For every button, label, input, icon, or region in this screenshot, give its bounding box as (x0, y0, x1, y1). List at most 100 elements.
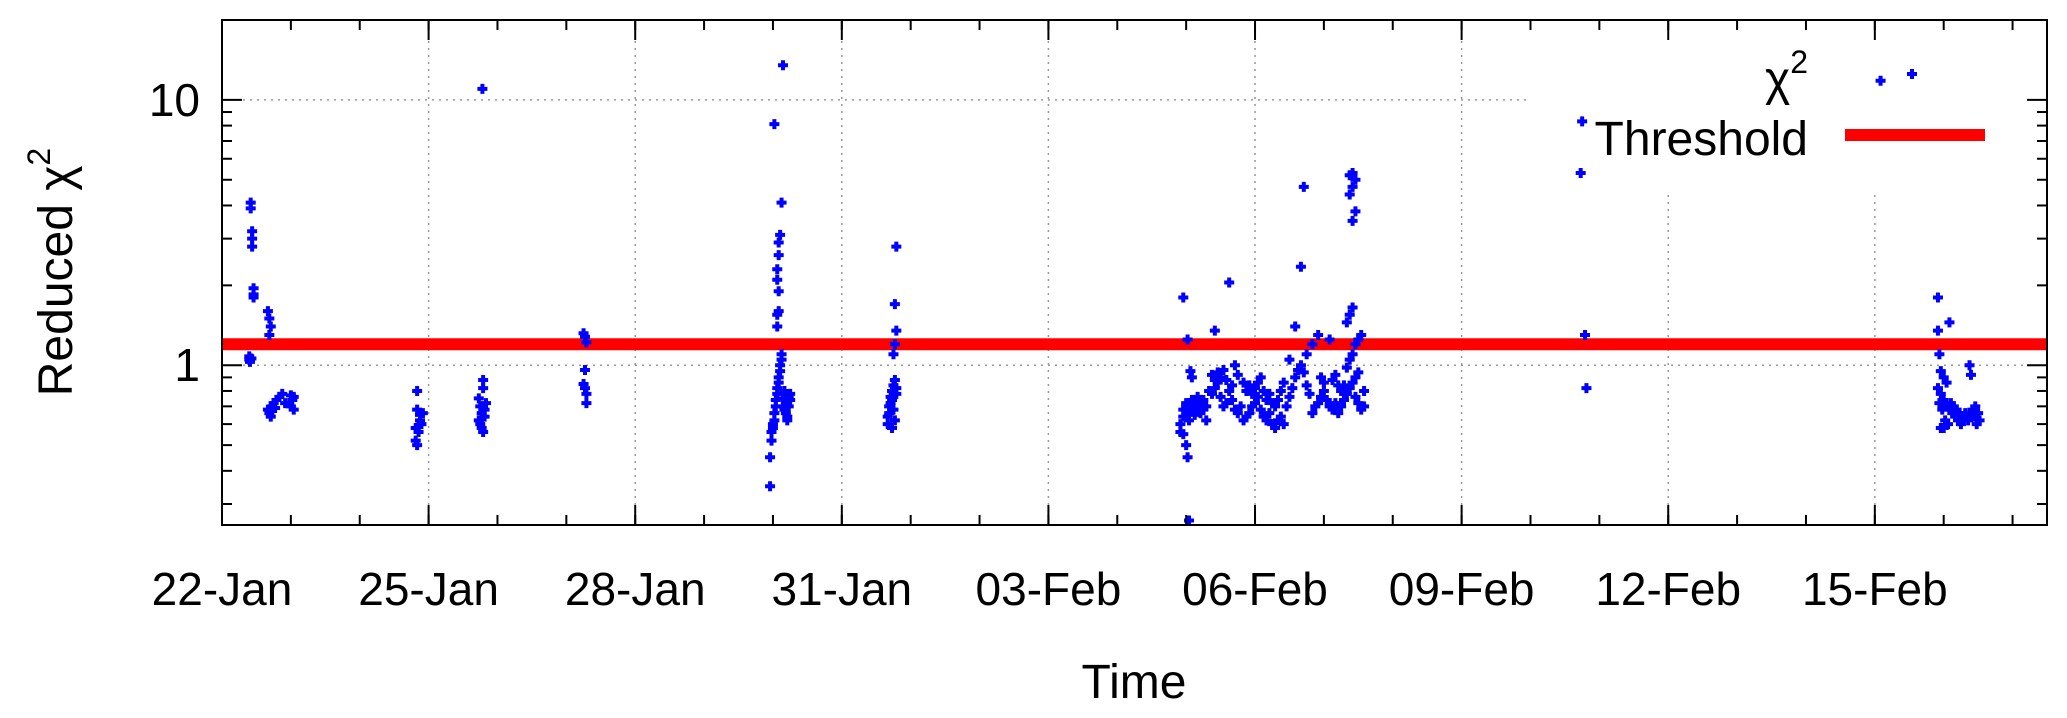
data-point (412, 385, 423, 396)
data-point (1201, 415, 1212, 426)
data-point (1934, 398, 1945, 409)
data-point (1347, 349, 1358, 360)
data-point (1347, 215, 1358, 226)
data-point (1178, 429, 1189, 440)
data-point (1215, 372, 1226, 383)
data-point (1261, 415, 1272, 426)
data-point (891, 241, 902, 252)
data-point (777, 60, 788, 71)
data-point (1229, 360, 1240, 371)
legend-entry-chi2: χ2 (1765, 44, 1808, 106)
data-point (1960, 408, 1971, 419)
data-point (765, 452, 776, 463)
data-point (288, 404, 299, 415)
data-point (1341, 317, 1352, 328)
data-point (1316, 391, 1327, 402)
x-tick-label: 03-Feb (976, 563, 1122, 615)
legend-chi2-superscript: 2 (1790, 44, 1808, 80)
data-point (1353, 367, 1364, 378)
data-point (413, 427, 424, 438)
data-point (1324, 334, 1335, 345)
legend: χ2 Threshold (1595, 44, 1985, 166)
svg-text:Reduced χ2: Reduced χ2 (21, 148, 83, 396)
data-point (1182, 452, 1193, 463)
data-point (1344, 354, 1355, 365)
data-point (1192, 391, 1203, 402)
data-point (1247, 388, 1258, 399)
scatter-points (244, 60, 1985, 526)
data-point (773, 306, 784, 317)
data-point (1281, 401, 1292, 412)
y-axis-tick-labels: 1 10 (149, 74, 200, 391)
data-point (478, 383, 489, 394)
data-point (1932, 325, 1943, 336)
data-point (1175, 419, 1186, 430)
data-point (1313, 330, 1324, 341)
data-point (1336, 401, 1347, 412)
y-axis-label-superscript: 2 (21, 148, 57, 166)
data-point (1968, 411, 1979, 422)
data-point (1261, 394, 1272, 405)
data-point (412, 440, 423, 451)
y-tick-label: 10 (149, 74, 200, 126)
data-point (1258, 385, 1269, 396)
data-point (1935, 366, 1946, 377)
data-point (1290, 321, 1301, 332)
data-point (1178, 292, 1189, 303)
data-point (1875, 75, 1886, 86)
data-point (1186, 372, 1197, 383)
data-point (891, 383, 902, 394)
data-point (782, 415, 793, 426)
data-point (1935, 388, 1946, 399)
data-point (766, 435, 777, 446)
data-point (1944, 317, 1955, 328)
data-point (1932, 292, 1943, 303)
data-point (1333, 408, 1344, 419)
data-point (478, 427, 489, 438)
data-point (288, 391, 299, 402)
data-point (1350, 206, 1361, 217)
data-point (581, 337, 592, 348)
data-point (581, 398, 592, 409)
data-point (1937, 404, 1948, 415)
data-point (1318, 385, 1329, 396)
x-tick-label: 06-Feb (1182, 563, 1328, 615)
data-point (1321, 394, 1332, 405)
data-point (1301, 380, 1312, 391)
data-point (1330, 398, 1341, 409)
data-point (1938, 423, 1949, 434)
data-point (1965, 369, 1976, 380)
data-point (1350, 391, 1361, 402)
data-point (581, 388, 592, 399)
data-point (773, 250, 784, 261)
data-point (1201, 401, 1212, 412)
data-point (1235, 401, 1246, 412)
data-point (480, 398, 491, 409)
data-point (1221, 398, 1232, 409)
data-point (1218, 364, 1229, 375)
legend-threshold-label: Threshold (1595, 113, 1808, 166)
data-point (785, 388, 796, 399)
data-point (772, 274, 783, 285)
data-point (1244, 380, 1255, 391)
data-point (1344, 309, 1355, 320)
data-point (1347, 302, 1358, 313)
data-point (1336, 385, 1347, 396)
y-axis-label: Reduced χ2 (21, 148, 83, 396)
data-point (1250, 383, 1261, 394)
data-point (765, 481, 776, 492)
data-point (1353, 398, 1364, 409)
data-point (1244, 408, 1255, 419)
data-point (1224, 277, 1235, 288)
data-point (1577, 116, 1588, 127)
data-point (1278, 419, 1289, 430)
data-point (1359, 385, 1370, 396)
data-point (1344, 189, 1355, 200)
data-point (1221, 374, 1232, 385)
x-axis-tick-labels: 22-Jan 25-Jan 28-Jan 31-Jan 03-Feb 06-Feb 09-F… (152, 563, 1948, 615)
plot-area-frame (221, 19, 2048, 526)
data-point (1290, 372, 1301, 383)
data-point (1304, 388, 1315, 399)
data-point (889, 415, 900, 426)
data-point (264, 330, 275, 341)
